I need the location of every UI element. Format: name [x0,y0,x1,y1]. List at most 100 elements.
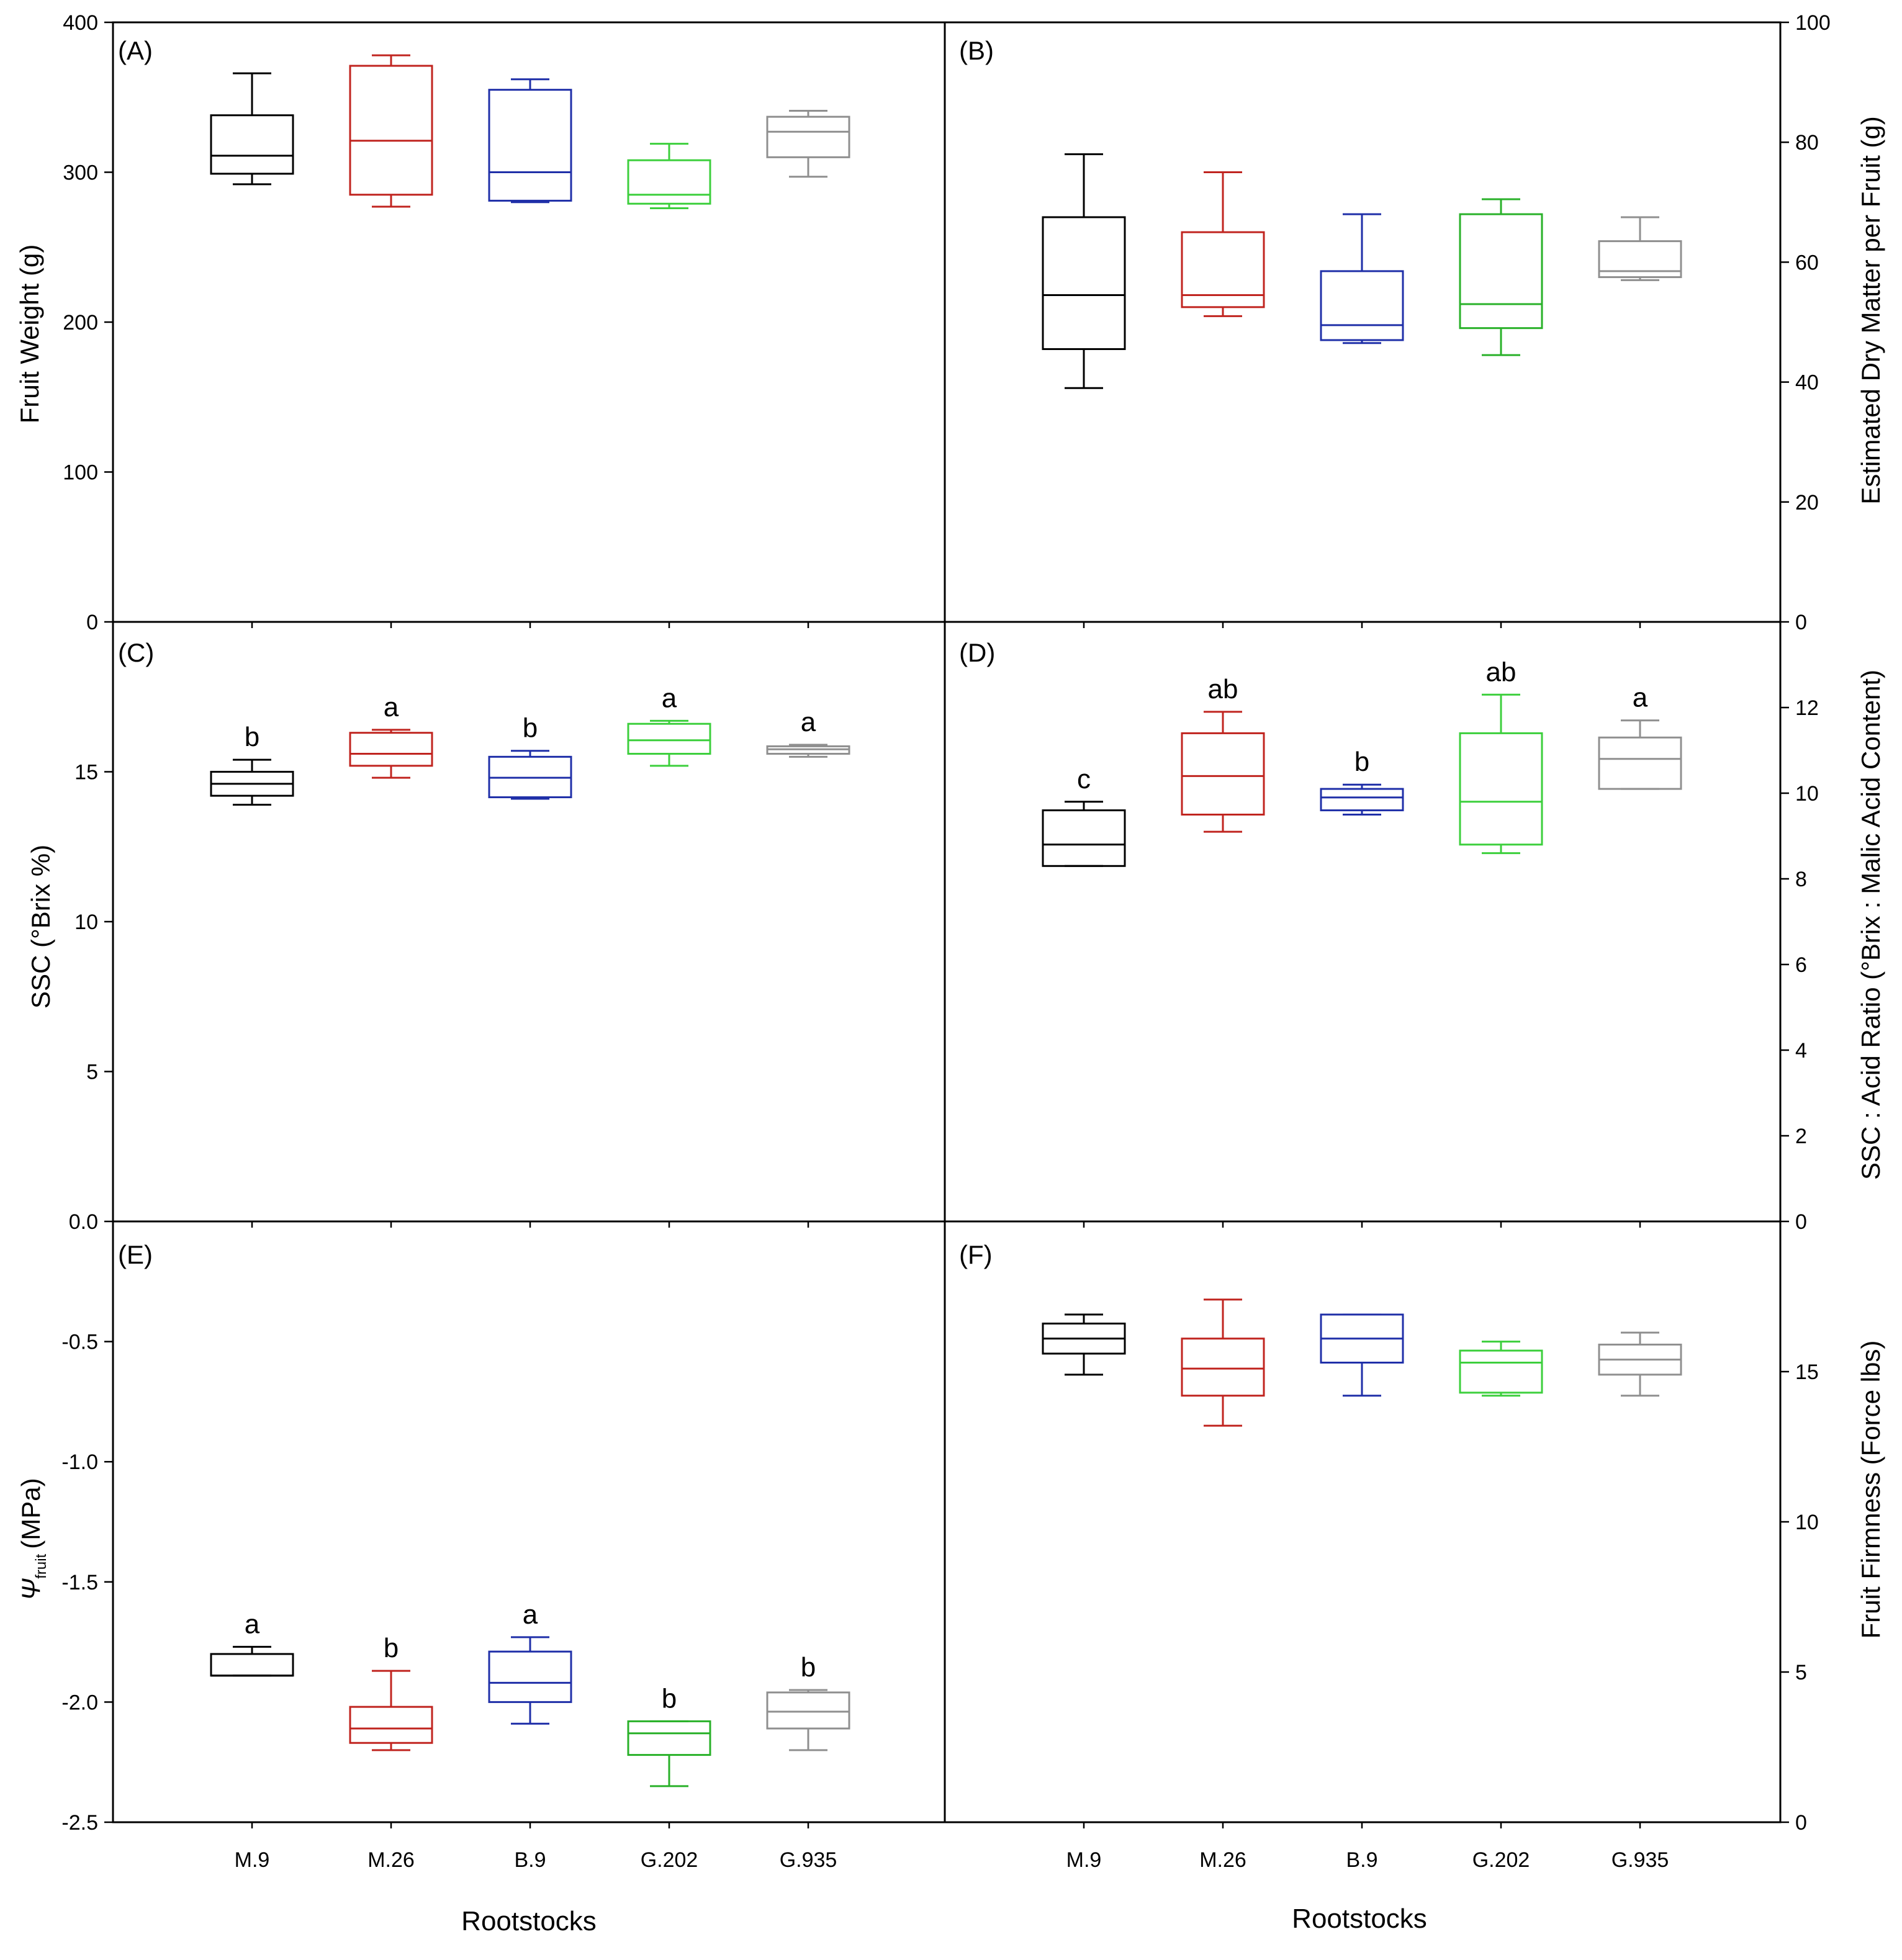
psi-unit: (MPa) [16,1478,45,1549]
y-tick-label: 12 [1795,696,1819,720]
box-b9: a [488,1599,572,1725]
box-g202: b [627,1683,711,1787]
significance-letter: b [245,722,259,752]
y-tick-label: 40 [1795,371,1819,395]
box-g202 [1459,198,1543,356]
x-tick-label: G.202 [641,1848,698,1872]
box-g935 [1598,1331,1682,1397]
box-m26: a [349,692,433,779]
significance-letter: a [662,683,677,713]
box-iqr [1181,1337,1265,1397]
panel-f: 0 5 10 15 M.9 M.26 B.9 G.202 G.935 [944,1220,1819,1872]
box-m26 [349,54,433,208]
y-tick-label: 100 [63,461,98,485]
box-m26: ab [1181,674,1265,833]
x-tick-label: M.26 [1199,1848,1246,1872]
significance-letter: b [384,1633,399,1663]
y-tick-label: 200 [63,311,98,335]
y-tick-label: -2.0 [61,1691,98,1714]
box-iqr [488,89,572,202]
box-b9 [1320,213,1404,344]
box-g935: a [766,707,850,758]
ylabel-d: SSC : Acid Ratio (°Brix : Malic Acid Con… [1856,670,1885,1180]
y-tick-label: 0 [1795,1811,1807,1835]
panel-label-a: (A) [118,36,153,65]
box-g935: a [1598,683,1682,790]
y-tick-label: 0 [1795,611,1807,634]
box-iqr [1598,240,1682,279]
box-iqr [1320,788,1404,812]
plot-frame [112,621,946,1223]
y-tick-label: 300 [63,161,98,185]
panel-label-d: (D) [959,638,995,667]
box-b9 [1320,1313,1404,1397]
y-tick-label: -2.5 [61,1811,98,1835]
significance-letter: b [1354,747,1369,777]
xlabel-e: Rootstocks [461,1906,597,1936]
y-tick-label: 0 [86,611,98,634]
box-iqr [1459,213,1543,330]
y-tick-label: 100 [1795,11,1831,35]
x-tick-label: G.935 [1611,1848,1669,1872]
psi-subscript: fruit [33,1553,50,1578]
x-tick-label: M.9 [1066,1848,1102,1872]
y-tick-label: 60 [1795,251,1819,274]
box-g935 [766,109,850,178]
box-g202 [627,143,711,209]
y-tick-label: 8 [1795,868,1807,891]
panel-e: -2.5 -2.0 -1.5 -1.0 -0.5 M.9 M.26 B.9 G.202 G.935… [61,1220,946,1872]
panel-c: 0.0 5 10 15 b a b a a [69,621,946,1234]
x-tick-label: G.202 [1472,1848,1530,1872]
box-g202 [1459,1341,1543,1397]
significance-letter: a [1633,683,1648,713]
plot-frame [112,21,946,623]
box-iqr [766,1691,850,1730]
y-tick-label: 5 [1795,1661,1807,1684]
box-iqr [1042,809,1126,867]
y-tick-label: 400 [63,11,98,35]
plot-frame [944,621,1782,1223]
panel-label-f: (F) [959,1240,993,1269]
ylabel-b: Estimated Dry Matter per Fruit (g) [1856,116,1885,504]
y-tick-label: 0.0 [69,1210,98,1234]
y-tick-label: -1.0 [61,1450,98,1474]
plot-frame [112,1220,946,1823]
x-tick-label: B.9 [1346,1848,1377,1872]
y-tick-label: 15 [1795,1360,1819,1384]
ylabel-c: SSC (°Brix %) [26,845,55,1009]
box-g935: b [766,1652,850,1751]
ylabel-f: Fruit Firmness (Force lbs) [1856,1341,1885,1639]
box-m9 [210,72,294,186]
panel-a: 0 100 200 300 400 [63,11,946,634]
significance-letter: b [662,1683,677,1714]
box-m26 [1181,171,1265,317]
box-m9: b [210,722,294,806]
significance-letter: a [801,707,816,737]
box-g202: ab [1459,657,1543,855]
y-tick-label: -1.5 [61,1571,98,1594]
box-m9: c [1042,764,1126,867]
box-iqr [1181,231,1265,308]
box-b9: b [1320,747,1404,816]
y-tick-label: 4 [1795,1039,1807,1063]
significance-letter: a [384,692,399,722]
y-tick-label: 5 [86,1061,98,1084]
ylabel-e: Ψfruit (MPa) [16,1478,50,1600]
box-m26: b [349,1633,433,1751]
x-tick-label: B.9 [514,1848,546,1872]
significance-letter: b [523,713,538,744]
box-iqr [1181,732,1265,816]
panel-d: 0 2 4 6 8 10 12 c ab b ab a [944,621,1819,1234]
box-m9 [1042,1313,1126,1376]
box-iqr [210,1653,294,1677]
psi-symbol: Ψ [16,1578,45,1601]
box-iqr [1320,270,1404,341]
x-tick-label: M.9 [235,1848,270,1872]
box-iqr [1598,736,1682,790]
y-tick-label: 20 [1795,491,1819,515]
significance-letter: ab [1486,657,1517,687]
x-tick-label: G.935 [780,1848,837,1872]
plot-frame [944,1220,1782,1823]
box-iqr [1042,216,1126,350]
